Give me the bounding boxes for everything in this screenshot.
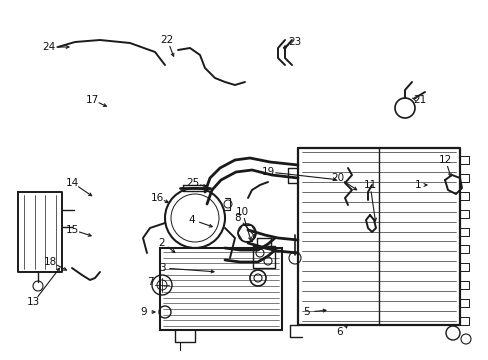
Text: 8: 8 [234,213,241,223]
Text: 17: 17 [85,95,99,105]
Text: 7: 7 [146,277,153,287]
Text: 18: 18 [43,257,57,267]
Text: 22: 22 [160,35,173,45]
Text: 25: 25 [186,178,199,188]
Text: 12: 12 [437,155,451,165]
Text: 6: 6 [336,327,343,337]
Text: 4: 4 [188,215,195,225]
Text: 14: 14 [65,178,79,188]
Text: 23: 23 [288,37,301,47]
Text: 16: 16 [150,193,163,203]
Text: 2: 2 [159,238,165,248]
Text: 11: 11 [363,180,376,190]
Text: 5: 5 [303,307,310,317]
Text: 24: 24 [42,42,56,52]
Text: 21: 21 [412,95,426,105]
Text: 9: 9 [141,307,147,317]
Text: 3: 3 [159,263,165,273]
Text: 10: 10 [235,207,248,217]
Text: 13: 13 [26,297,40,307]
Text: 20: 20 [331,173,344,183]
Text: 19: 19 [261,167,274,177]
Text: 15: 15 [65,225,79,235]
Text: 1: 1 [414,180,421,190]
